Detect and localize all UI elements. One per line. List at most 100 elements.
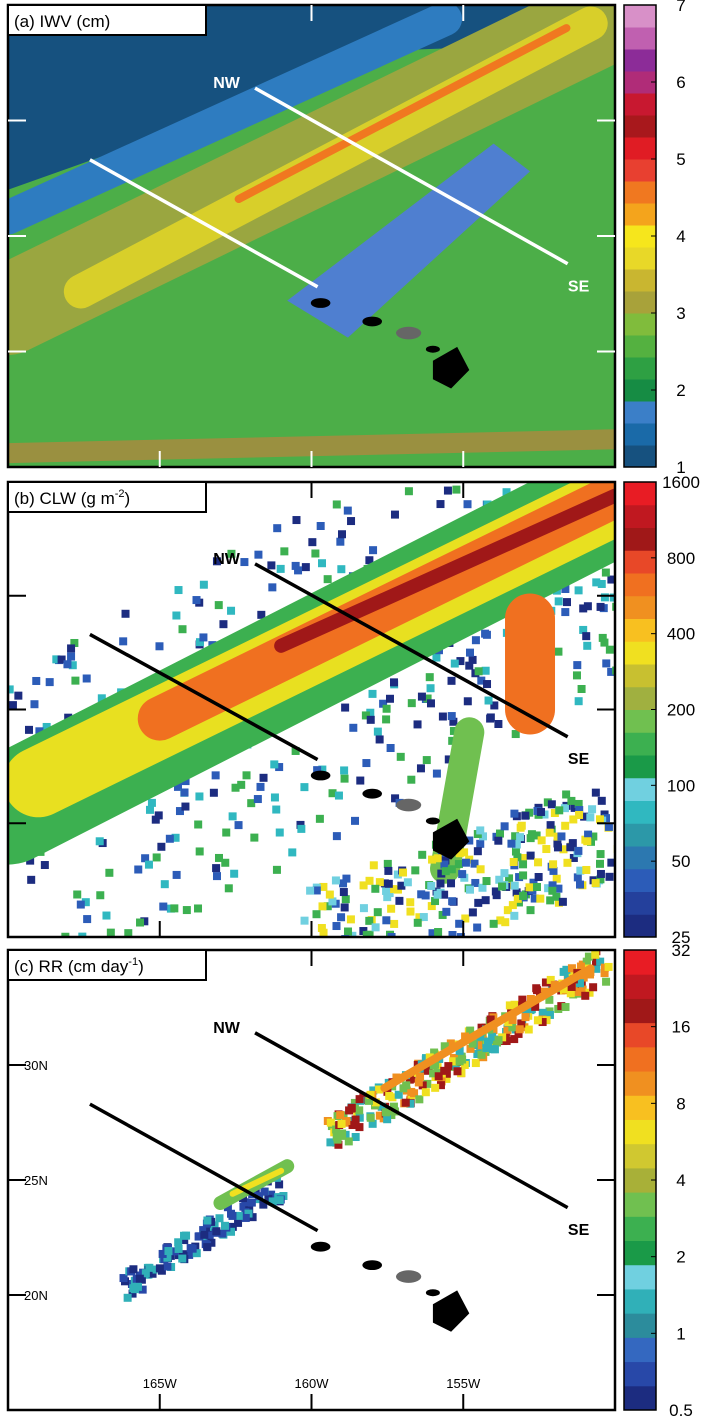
field-pixel [119,637,127,645]
panel-title: (b) CLW (g m-2) [14,488,130,508]
field-pixel [260,1188,268,1196]
colorbar-swatch [624,641,656,664]
field-pixel [267,561,275,569]
title-text: (b) CLW (g m [14,489,115,508]
colorbar-label: 100 [667,776,695,795]
island [362,789,382,799]
field-pixel [489,1045,497,1053]
field-pixel [257,783,265,791]
field-pixel [222,829,230,837]
figure: NWSE(a) IWV (cm)1234567NWSE(b) CLW (g m-… [0,0,705,1419]
field-pixel [234,1219,242,1227]
field-pixel [557,832,565,840]
field-pixel [483,877,491,885]
field-pixel [317,522,325,530]
field-pixel [427,882,435,890]
field-pixel [422,1088,430,1096]
field-pixel [41,861,49,869]
transect-label: SE [568,1222,590,1239]
colorbar-swatch [624,892,656,915]
colorbar-label: 8 [676,1094,685,1113]
colorbar-swatch [624,869,656,892]
field-pixel [230,870,238,878]
field-pixel [567,797,575,805]
field-pixel [406,898,414,906]
field-pixel [382,715,390,723]
field-pixel [199,633,207,641]
field-pixel [332,922,340,930]
colorbar-label: 6 [676,73,685,92]
colorbar-swatch [624,1119,656,1144]
field-pixel [179,625,187,633]
field-pixel [272,806,280,814]
colorbar-label: 3 [676,304,685,323]
field-pixel [124,1294,132,1302]
transect-label: NW [213,551,241,568]
field-pixel [546,896,554,904]
colorbar-swatch [624,423,656,446]
field-pixel [592,879,600,887]
field-pixel [399,869,407,877]
colorbar-swatch [624,27,656,50]
field-pixel [260,774,268,782]
field-pixel [395,897,403,905]
field-pixel [534,858,542,866]
field-pixel [418,851,426,859]
field-pixel [362,759,370,767]
title-end: ) [125,489,131,508]
field-pixel [32,677,40,685]
field-pixel [178,1255,186,1263]
field-pixel [159,903,167,911]
colorbar-swatch [624,1192,656,1217]
field-pixel [145,861,153,869]
field-pixel [326,891,334,899]
colorbar-swatch [624,998,656,1023]
field-pixel [391,511,399,519]
field-pixel [376,735,384,743]
colorbar-label: 32 [672,941,691,960]
field-pixel [369,546,377,554]
colorbar-swatch [624,755,656,778]
field-pixel [200,1231,208,1239]
colorbar-swatch [624,1313,656,1338]
field-pixel [320,929,328,937]
field-pixel [494,720,502,728]
field-pixel [455,920,463,928]
field-pixel [338,530,346,538]
colorbar-label: 4 [676,1171,685,1190]
field-pixel [332,939,340,947]
field-pixel [602,569,610,577]
title-end: ) [138,957,144,976]
field-pixel [548,800,556,808]
field-pixel [510,912,518,920]
field-pixel [352,1133,360,1141]
field-pixel [525,1026,533,1034]
field-pixel [562,1003,570,1011]
panel-title: (a) IWV (cm) [14,12,110,31]
field-pixel [472,636,480,644]
field-pixel [485,697,493,705]
field-pixel [9,701,17,709]
field-pixel [575,811,583,819]
field-pixel [596,860,604,868]
field-pixel [501,822,509,830]
field-pixel [268,583,276,591]
island [311,298,331,308]
colorbar-swatch [624,445,656,468]
field-pixel [156,1264,164,1272]
field-pixel [0,712,4,720]
field-pixel [481,630,489,638]
field-pixel [434,891,442,899]
field-pixel [397,753,405,761]
field-pixel [194,904,202,912]
field-pixel [122,610,130,618]
field-pixel [592,578,600,586]
field-pixel [554,648,562,656]
field-pixel [0,715,7,723]
field-pixel [340,939,348,947]
field-pixel [462,859,470,867]
field-pixel [189,1245,197,1253]
field-pixel [134,1283,142,1291]
field-pixel [25,726,33,734]
field-pixel [243,771,251,779]
